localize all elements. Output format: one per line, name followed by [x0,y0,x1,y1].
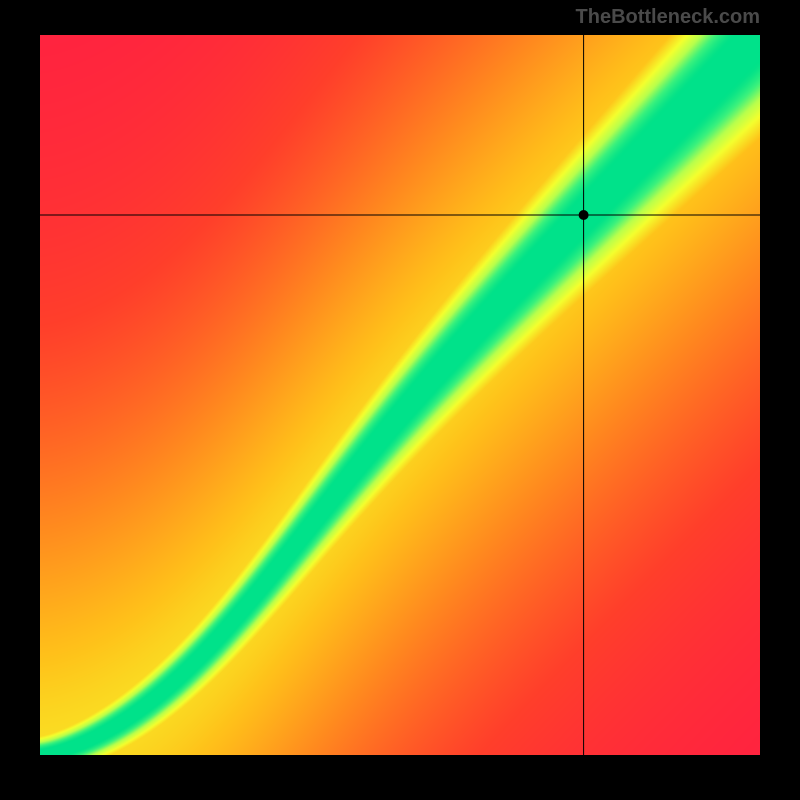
bottleneck-heatmap [40,35,760,755]
watermark-text: TheBottleneck.com [576,6,760,29]
plot-area [40,35,760,755]
